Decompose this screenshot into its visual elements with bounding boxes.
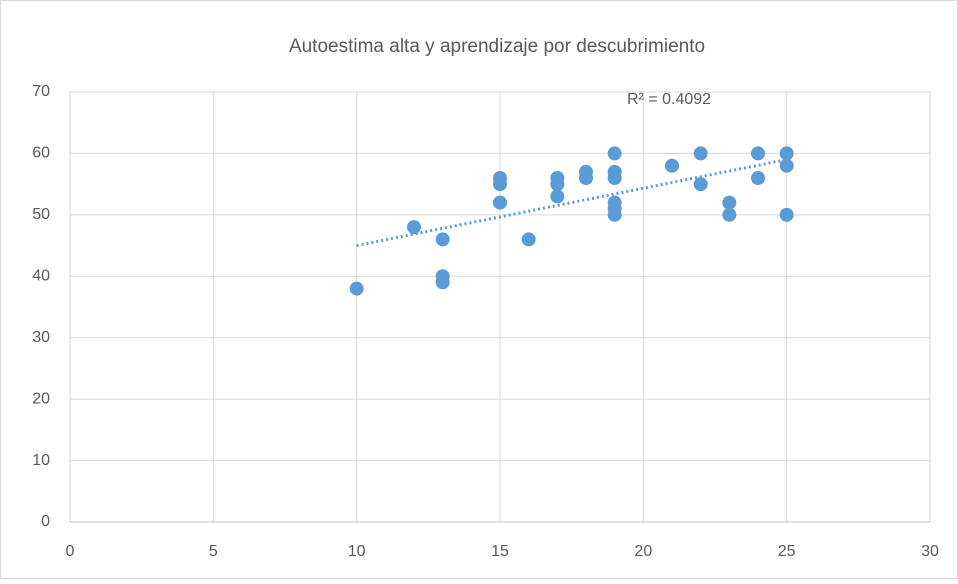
point: [607, 146, 622, 161]
x-tick-label: 5: [209, 543, 218, 560]
point: [493, 195, 507, 210]
point: [435, 232, 450, 247]
x-tick-label: 15: [491, 543, 509, 560]
point: [607, 207, 622, 222]
point: [722, 195, 737, 210]
point: [722, 207, 737, 222]
point: [779, 158, 794, 173]
y-tick-label: 60: [32, 145, 50, 162]
x-tick-label: 30: [921, 543, 939, 560]
point: [493, 177, 507, 192]
chart-title: Autoestima alta y aprendizaje por descub…: [289, 36, 705, 57]
trendline: [356, 158, 787, 248]
point: [779, 207, 794, 222]
point: [693, 146, 708, 161]
y-tick-label: 0: [41, 513, 50, 530]
point: [751, 171, 765, 185]
point: [521, 232, 536, 247]
point: [550, 177, 565, 192]
annotation: R² = 0.4092: [627, 91, 711, 108]
y-tick-label: 20: [32, 390, 50, 407]
point: [751, 146, 765, 161]
y-tick-label: 10: [32, 452, 50, 469]
x-tick-label: 25: [778, 543, 796, 560]
point: [407, 220, 421, 235]
x-tick-label: 20: [634, 543, 652, 560]
point: [435, 275, 450, 290]
point: [579, 171, 593, 185]
point: [550, 189, 565, 204]
x-tick-label: 0: [66, 543, 75, 560]
y-tick-label: 70: [32, 83, 50, 100]
y-tick-label: 30: [32, 329, 50, 346]
x-tick-label: 10: [348, 543, 366, 560]
point: [349, 281, 364, 296]
y-tick-label: 40: [32, 268, 50, 285]
point: [665, 158, 679, 173]
y-tick-label: 50: [32, 206, 50, 223]
point: [693, 177, 708, 192]
point: [779, 146, 794, 161]
point: [607, 171, 622, 185]
